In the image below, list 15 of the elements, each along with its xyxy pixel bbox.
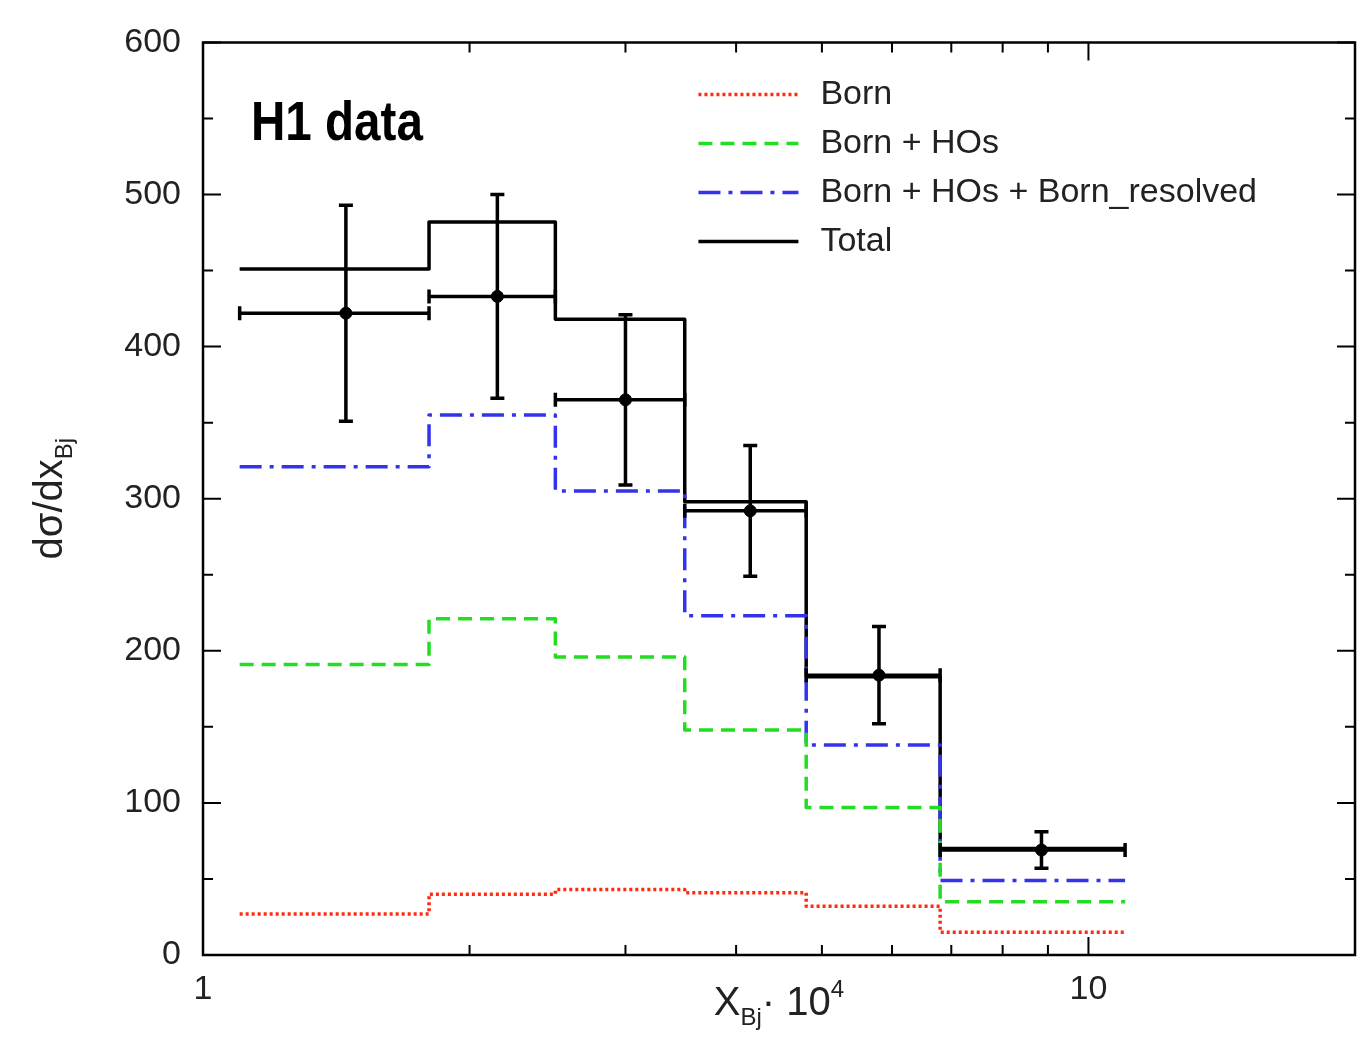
y-tick-label: 500 <box>124 172 181 211</box>
legend-label: Born + HOs + Born_resolved <box>820 170 1258 209</box>
y-tick-label: 200 <box>124 629 181 668</box>
legend-label: Born <box>820 72 893 111</box>
y-axis-title: dσ/dxBj <box>26 437 77 560</box>
y-tick-label: 0 <box>162 933 181 972</box>
legend-label: Born + HOs <box>820 121 1000 160</box>
y-tick-label: 400 <box>124 324 181 363</box>
y-tick-label: 100 <box>124 781 181 820</box>
x-tick-label: 1 <box>193 967 213 1006</box>
y-tick-label: 600 <box>124 20 181 59</box>
x-tick-label: 10 <box>1069 967 1108 1006</box>
y-tick-label: 300 <box>124 477 181 516</box>
annotation: H1 data <box>251 89 424 153</box>
legend-label: Total <box>820 219 893 258</box>
